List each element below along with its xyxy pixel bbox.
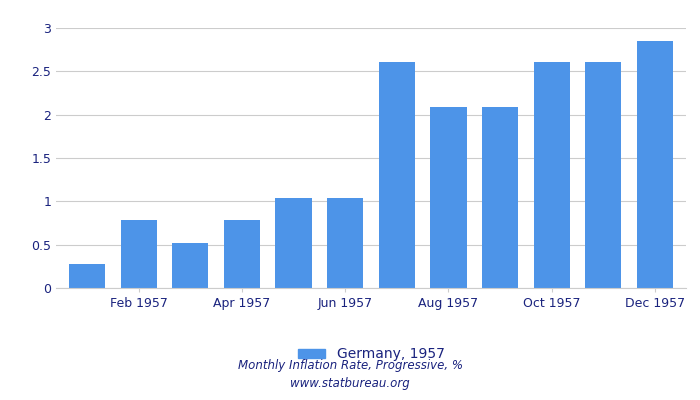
Bar — [379, 62, 415, 288]
Bar — [224, 220, 260, 288]
Text: Monthly Inflation Rate, Progressive, %: Monthly Inflation Rate, Progressive, % — [237, 360, 463, 372]
Bar — [482, 107, 518, 288]
Bar — [585, 62, 622, 288]
Bar — [172, 243, 209, 288]
Bar — [533, 62, 570, 288]
Text: www.statbureau.org: www.statbureau.org — [290, 378, 410, 390]
Bar — [69, 264, 105, 288]
Bar — [120, 220, 157, 288]
Bar — [637, 41, 673, 288]
Bar — [276, 198, 312, 288]
Bar — [327, 198, 363, 288]
Bar — [430, 107, 466, 288]
Legend: Germany, 1957: Germany, 1957 — [292, 342, 450, 367]
